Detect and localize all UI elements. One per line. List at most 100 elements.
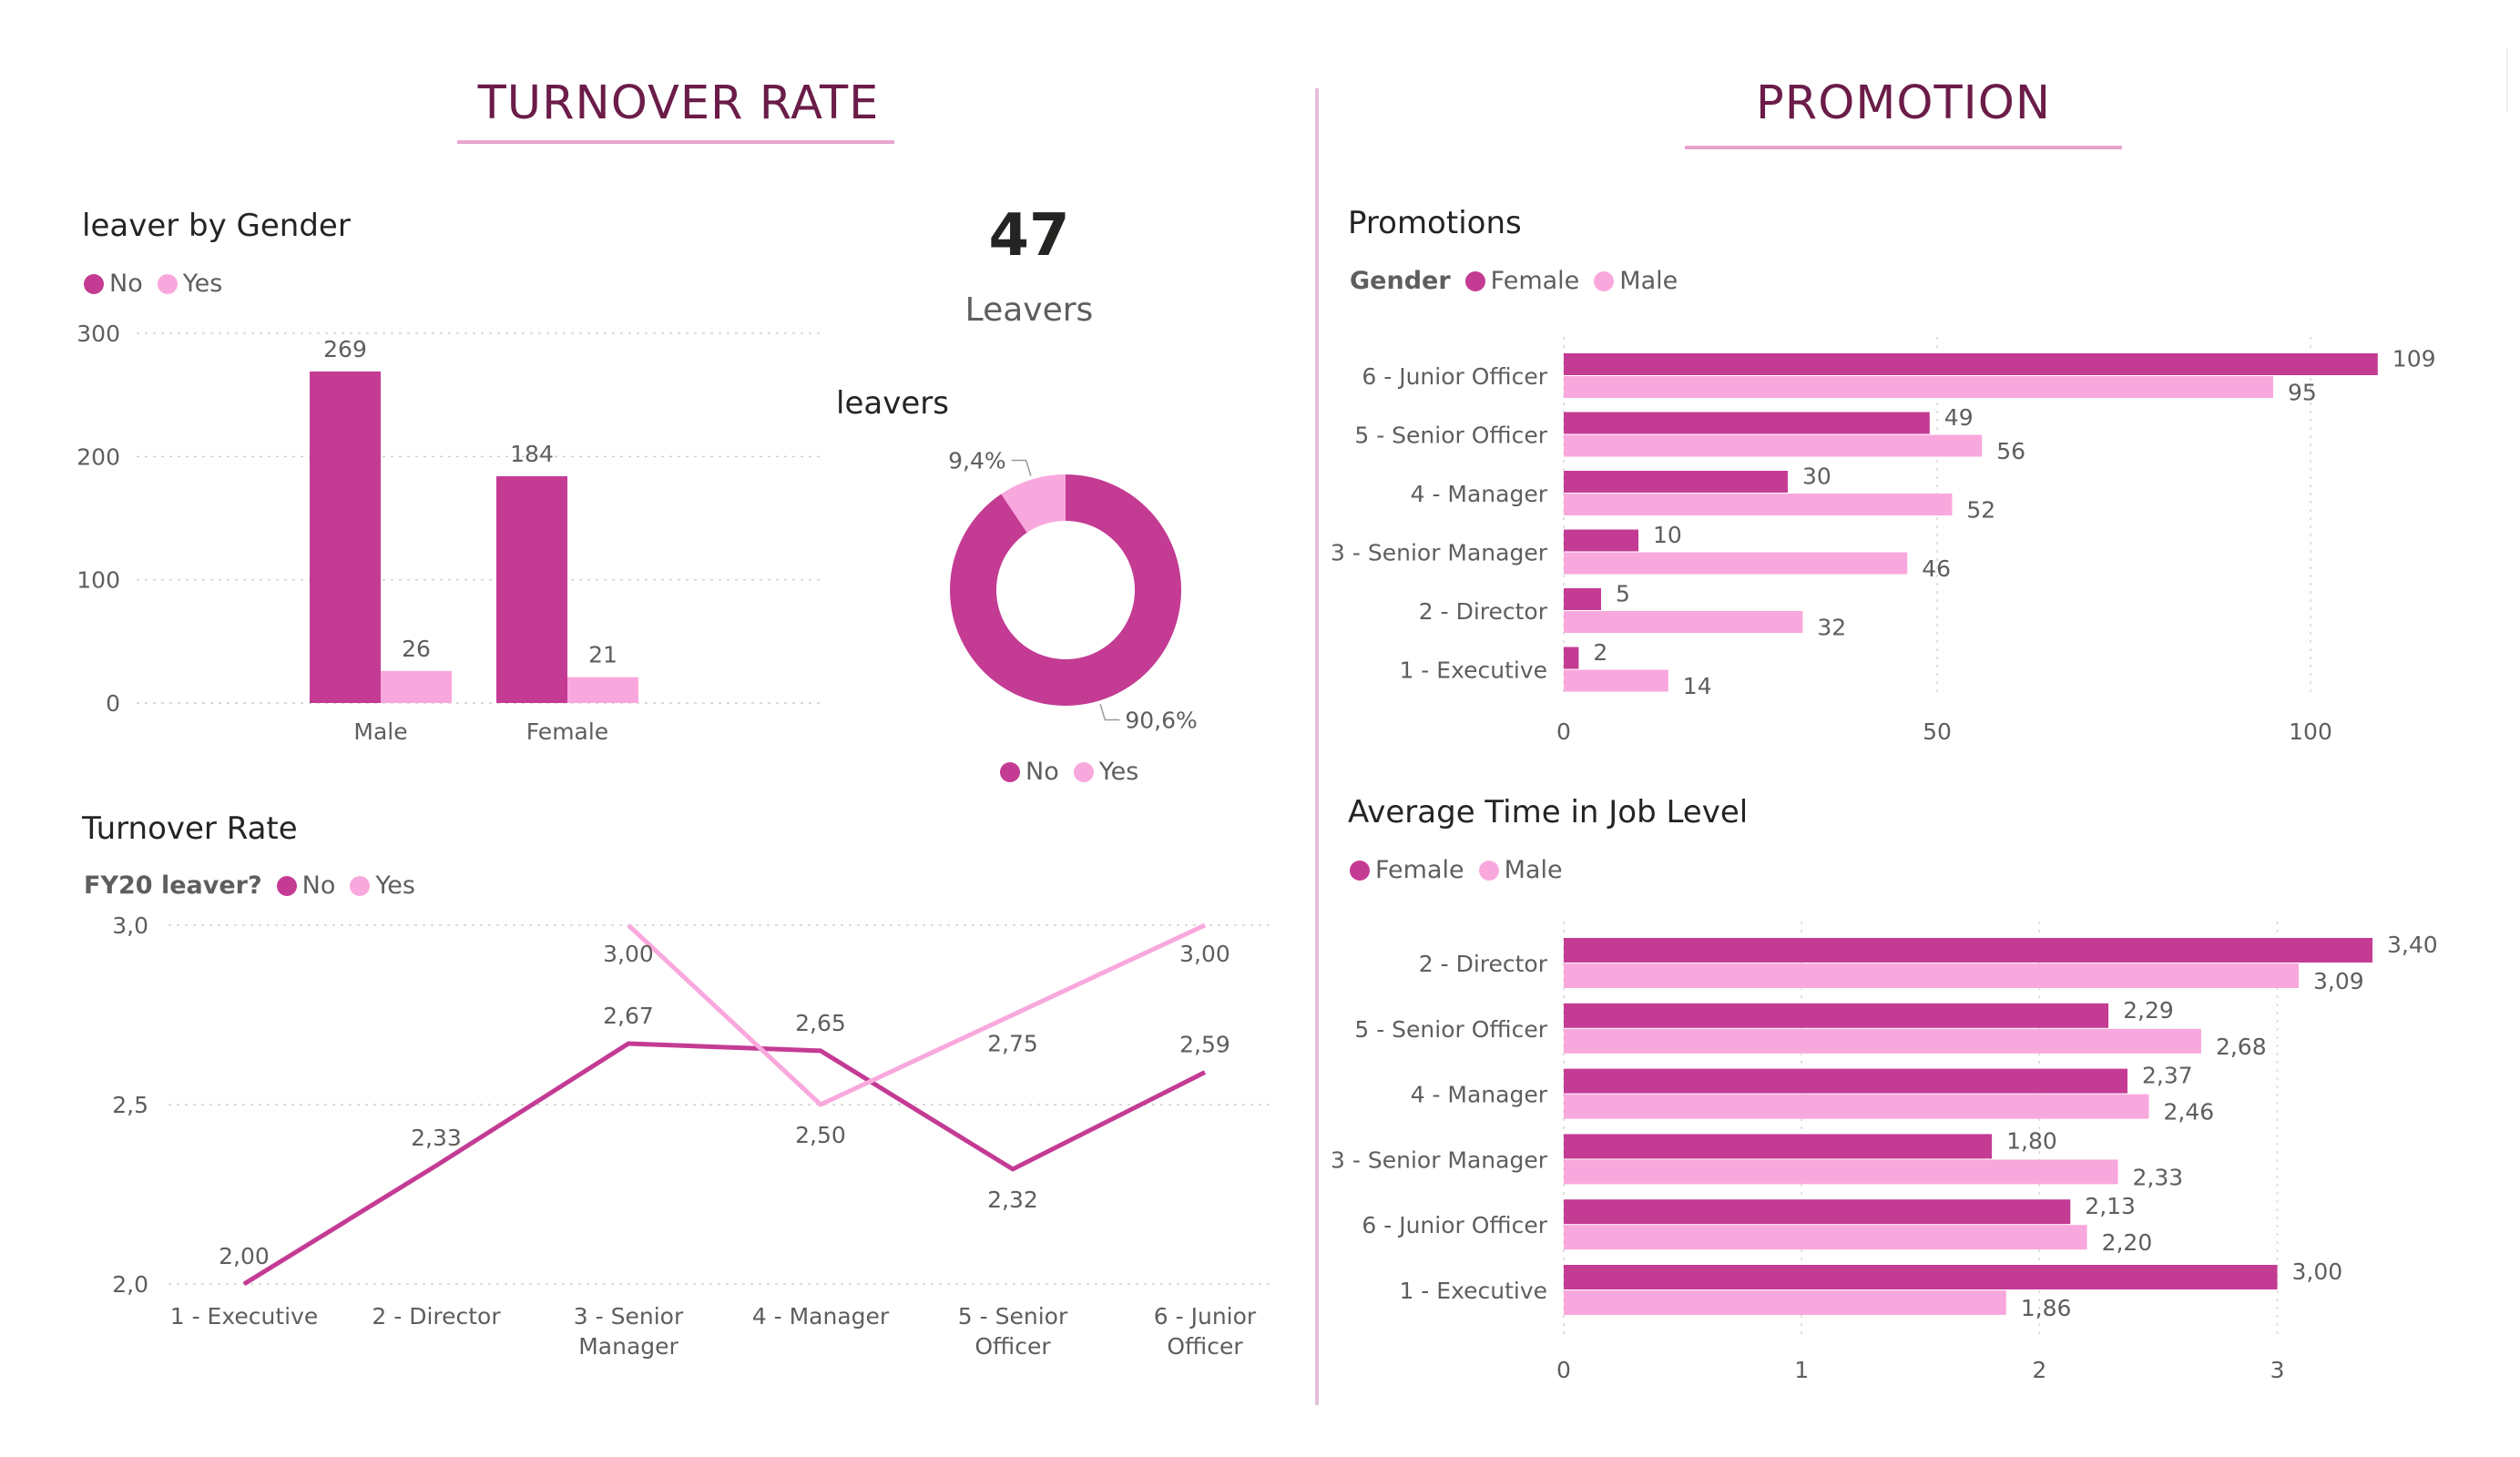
bar-male[interactable] <box>1564 1159 2118 1185</box>
y-tick-label: 100 <box>77 567 120 594</box>
data-label: 2,29 <box>2123 997 2174 1024</box>
data-label: 2,33 <box>411 1125 462 1151</box>
y-tick-label: 2,0 <box>112 1271 148 1298</box>
y-category-label: 5 - Senior Officer <box>1354 1016 1547 1043</box>
y-category-label: 1 - Executive <box>1399 657 1547 684</box>
x-tick-label: Manager <box>578 1333 678 1360</box>
data-label: 30 <box>1802 464 1831 490</box>
bar-female[interactable] <box>1564 588 1601 610</box>
donut-slice-yes[interactable] <box>1001 474 1066 533</box>
bar-male[interactable] <box>1564 434 1983 457</box>
data-label: 5 <box>1616 581 1630 607</box>
data-label: 14 <box>1683 673 1712 699</box>
data-label: 56 <box>1996 438 2025 464</box>
turnover-legend-label-yes: Yes <box>375 871 415 900</box>
x-tick-label: 4 - Manager <box>752 1303 890 1330</box>
bar-yes[interactable] <box>381 670 452 703</box>
bar-male[interactable] <box>1564 669 1668 692</box>
bar-female[interactable] <box>1564 938 2372 963</box>
x-tick-label: 1 - Executive <box>170 1303 319 1330</box>
bar-male[interactable] <box>1564 552 1908 575</box>
bar-female[interactable] <box>1564 1003 2109 1028</box>
bar-female[interactable] <box>1564 1199 2071 1225</box>
bar-female[interactable] <box>1564 353 2378 375</box>
bar-male[interactable] <box>1564 1225 2087 1250</box>
turnover-rate-legend: FY20 leaver? No Yes <box>84 871 430 900</box>
data-label: 32 <box>1817 615 1846 641</box>
data-label: 46 <box>1922 555 1951 582</box>
donut-slice-no[interactable] <box>950 474 1181 706</box>
x-tick-label: 1 <box>1794 1357 1809 1383</box>
bar-no[interactable] <box>310 371 381 703</box>
line-series-yes[interactable] <box>627 922 1207 1107</box>
bar-male[interactable] <box>1564 1028 2201 1054</box>
promotions-legend-item-female[interactable]: Female <box>1464 267 1579 295</box>
data-label: 2,13 <box>2085 1193 2136 1219</box>
bar-male[interactable] <box>1564 963 2300 988</box>
bar-female[interactable] <box>1564 529 1638 552</box>
data-label: 2,65 <box>795 1010 846 1036</box>
promotions-legend-title: Gender <box>1350 267 1451 295</box>
x-tick-label: Officer <box>974 1333 1051 1360</box>
donut-leader-line <box>1011 459 1032 476</box>
avg-time-legend-dot-male <box>1478 860 1499 881</box>
leaver-by-gender-legend: No Yes <box>84 270 237 298</box>
legend-item-yes[interactable]: Yes <box>157 270 222 298</box>
bar-male[interactable] <box>1564 376 2273 398</box>
promotion-section-title: PROMOTION <box>1756 76 2051 130</box>
avg-time-legend-item-male[interactable]: Male <box>1478 856 1563 884</box>
avg-time-legend: Female Male <box>1350 856 1577 884</box>
data-label: 2,00 <box>219 1243 270 1269</box>
bar-yes[interactable] <box>567 677 638 703</box>
section-divider <box>1315 88 1319 1405</box>
leavers-kpi-value: 47 <box>988 202 1070 270</box>
y-category-label: 3 - Senior Manager <box>1331 540 1548 566</box>
data-label: 2,46 <box>2163 1099 2214 1126</box>
line-series-no[interactable] <box>242 1041 1207 1287</box>
bar-female[interactable] <box>1564 1068 2127 1094</box>
data-label: 3,40 <box>2387 932 2438 958</box>
legend-dot-yes <box>157 273 178 294</box>
bar-male[interactable] <box>1564 1290 2006 1315</box>
y-tick-label: 200 <box>77 443 120 470</box>
donut-legend-item-no[interactable]: No <box>1000 758 1059 786</box>
avg-time-legend-label-female: Female <box>1375 856 1464 884</box>
promotions-legend-label-male: Male <box>1619 267 1678 295</box>
legend-item-no[interactable]: No <box>84 270 143 298</box>
promotions-legend: Gender Female Male <box>1350 267 1692 295</box>
data-label: 2,50 <box>795 1122 846 1148</box>
bar-no[interactable] <box>496 475 567 703</box>
data-label: 52 <box>1966 497 1995 524</box>
data-label: 2,37 <box>2142 1063 2193 1089</box>
bar-female[interactable] <box>1564 471 1788 493</box>
donut-legend-item-yes[interactable]: Yes <box>1073 758 1138 786</box>
leaver-by-gender-chart: 0 100 200 300 269 26 Male 184 21 Female <box>77 321 820 745</box>
bar-female[interactable] <box>1564 647 1579 669</box>
y-tick-label: 2,5 <box>112 1092 148 1118</box>
data-label: 10 <box>1653 522 1682 548</box>
x-tick-label: Female <box>526 718 608 745</box>
turnover-rate-section-title: TURNOVER RATE <box>477 76 880 130</box>
data-label: 3,00 <box>1179 941 1230 967</box>
data-label: 2,59 <box>1179 1032 1230 1058</box>
avg-time-legend-item-female[interactable]: Female <box>1350 856 1464 884</box>
x-tick-label: 2 - Director <box>372 1303 501 1330</box>
leaver-by-gender-title: leaver by Gender <box>82 208 351 244</box>
bar-male[interactable] <box>1564 611 1803 633</box>
promotions-legend-item-male[interactable]: Male <box>1594 267 1678 295</box>
bar-male[interactable] <box>1564 494 1953 515</box>
turnover-legend-item-no[interactable]: No <box>276 871 335 900</box>
bar-female[interactable] <box>1564 1134 1993 1159</box>
turnover-legend-title: FY20 leaver? <box>84 871 262 900</box>
turnover-legend-item-yes[interactable]: Yes <box>350 871 415 900</box>
bar-male[interactable] <box>1564 1094 2149 1119</box>
x-tick-label: 0 <box>1556 1357 1571 1383</box>
bar-female[interactable] <box>1564 412 1930 434</box>
x-tick-label: 6 - Junior <box>1154 1303 1257 1330</box>
x-tick-label: 100 <box>2289 718 2332 745</box>
bar-female[interactable] <box>1564 1265 2278 1289</box>
donut-data-label: 90,6% <box>1125 708 1197 734</box>
promotions-title: Promotions <box>1348 205 1522 241</box>
y-category-label: 4 - Manager <box>1411 1082 1548 1108</box>
y-category-label: 3 - Senior Manager <box>1331 1146 1548 1173</box>
